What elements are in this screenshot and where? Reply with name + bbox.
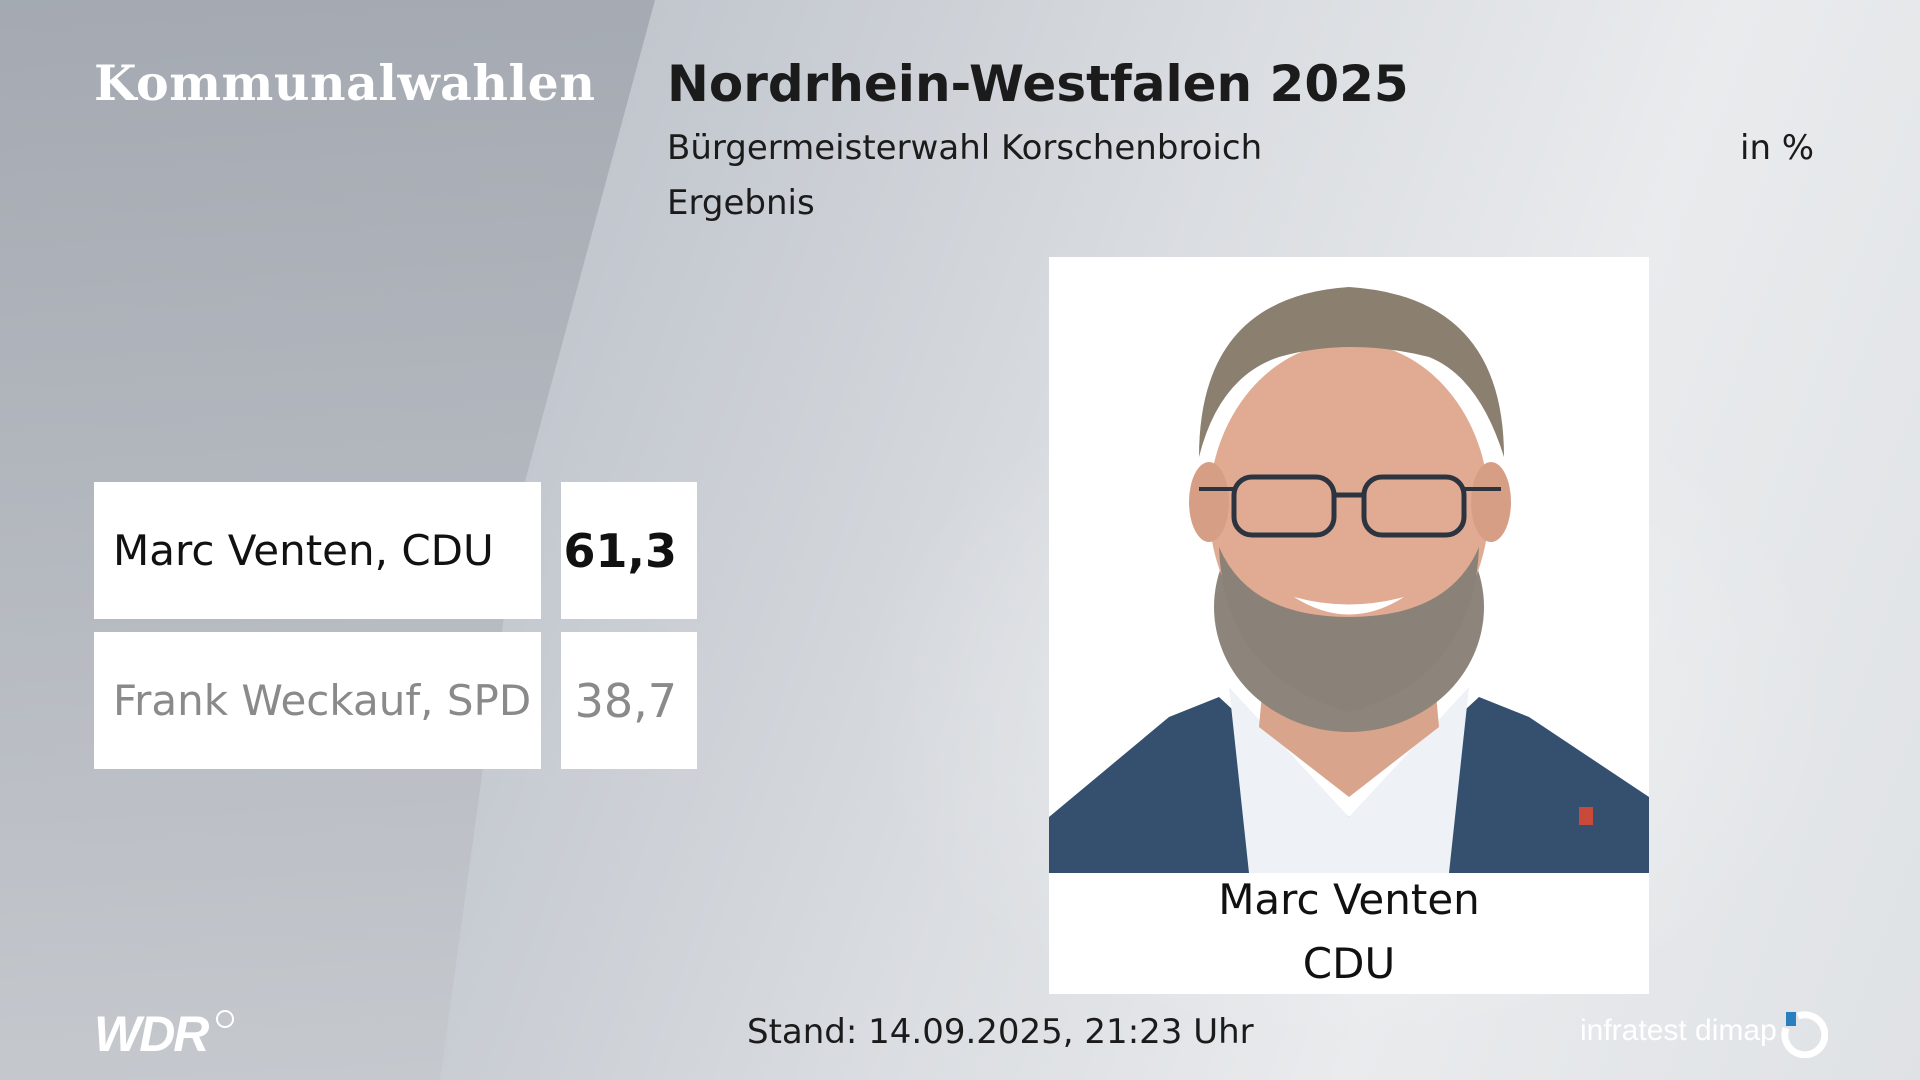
winner-party: CDU bbox=[1302, 939, 1396, 988]
candidate-name: Frank Weckauf, SPD bbox=[94, 632, 541, 769]
candidate-percentage: 38,7 bbox=[561, 632, 697, 769]
winner-name: Marc Venten bbox=[1218, 875, 1480, 924]
infratest-dimap-logo-icon bbox=[1781, 1011, 1828, 1058]
winner-photo bbox=[1049, 257, 1649, 873]
source-label: infratest dimap bbox=[1580, 1014, 1777, 1047]
unit-label: in % bbox=[1740, 128, 1815, 168]
portrait-illustration bbox=[1049, 257, 1649, 873]
winner-card: Marc Venten CDU bbox=[1049, 257, 1649, 994]
result-label: Ergebnis bbox=[667, 183, 815, 223]
candidate-percentage: 61,3 bbox=[561, 482, 697, 619]
timestamp: Stand: 14.09.2025, 21:23 Uhr bbox=[747, 1012, 1254, 1052]
ard-mark-icon bbox=[216, 1010, 234, 1028]
section-title: Kommunalwahlen bbox=[94, 54, 596, 112]
candidate-name: Marc Venten, CDU bbox=[94, 482, 541, 619]
page-title: Nordrhein-Westfalen 2025 bbox=[667, 55, 1409, 113]
wdr-logo: WDR bbox=[94, 1006, 209, 1062]
election-subtitle: Bürgermeisterwahl Korschenbroich bbox=[667, 128, 1263, 168]
